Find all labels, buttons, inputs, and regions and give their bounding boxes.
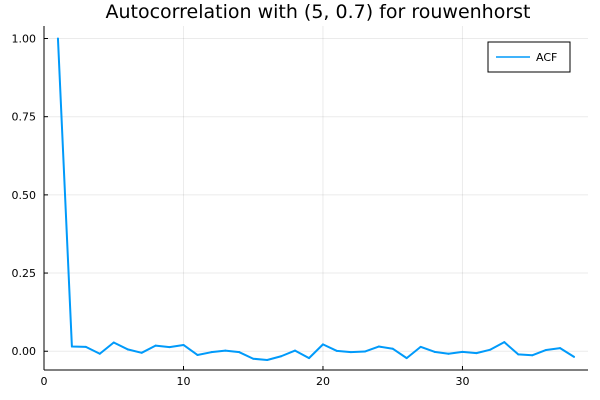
y-tick-label-1: 0.25 bbox=[12, 267, 37, 280]
data-point-0-21 bbox=[349, 351, 352, 354]
data-point-0-10 bbox=[196, 353, 199, 356]
y-tick-label-4: 1.00 bbox=[12, 33, 37, 46]
data-point-0-11 bbox=[210, 351, 213, 354]
series-line-0 bbox=[56, 38, 575, 361]
data-point-0-24 bbox=[391, 347, 394, 350]
data-point-0-33 bbox=[517, 353, 520, 356]
data-point-0-37 bbox=[573, 355, 576, 358]
x-tick-label-1: 10 bbox=[176, 375, 190, 388]
data-point-0-20 bbox=[335, 349, 338, 352]
data-point-0-18 bbox=[308, 357, 311, 360]
data-point-0-16 bbox=[280, 355, 283, 358]
data-point-0-25 bbox=[405, 357, 408, 360]
data-point-0-17 bbox=[294, 349, 297, 352]
data-point-0-31 bbox=[489, 348, 492, 351]
data-point-0-3 bbox=[98, 352, 101, 355]
data-point-0-2 bbox=[84, 345, 87, 348]
data-point-0-0 bbox=[56, 37, 59, 40]
legend-label-acf: ACF bbox=[536, 51, 557, 64]
data-point-0-8 bbox=[168, 346, 171, 349]
data-point-0-7 bbox=[154, 344, 157, 347]
data-point-0-30 bbox=[475, 352, 478, 355]
chart-title: Autocorrelation with (5, 0.7) for rouwen… bbox=[105, 1, 530, 23]
data-point-0-14 bbox=[252, 357, 255, 360]
x-tick-label-2: 20 bbox=[316, 375, 330, 388]
data-point-0-26 bbox=[419, 345, 422, 348]
x-tick-label-0: 0 bbox=[41, 375, 48, 388]
y-tick-label-2: 0.50 bbox=[12, 189, 37, 202]
data-point-0-9 bbox=[182, 343, 185, 346]
data-point-0-15 bbox=[266, 358, 269, 361]
data-point-0-22 bbox=[363, 350, 366, 353]
data-point-0-13 bbox=[238, 351, 241, 354]
data-point-0-5 bbox=[126, 348, 129, 351]
data-point-0-19 bbox=[321, 343, 324, 346]
tick-labels: 0 10 20 30 0.00 0.25 0.50 0.75 1.00 bbox=[12, 33, 470, 388]
data-point-0-36 bbox=[559, 347, 562, 350]
grid-lines bbox=[43, 26, 588, 370]
y-tick-label-3: 0.75 bbox=[12, 111, 37, 124]
x-tick-label-3: 30 bbox=[455, 375, 469, 388]
axes bbox=[43, 26, 588, 371]
data-point-0-4 bbox=[112, 341, 115, 344]
series-layer bbox=[56, 37, 576, 361]
data-point-0-35 bbox=[545, 348, 548, 351]
y-tick-label-0: 0.00 bbox=[12, 345, 37, 358]
data-point-0-34 bbox=[531, 354, 534, 357]
data-point-0-1 bbox=[70, 345, 73, 348]
data-point-0-28 bbox=[447, 352, 450, 355]
data-point-0-12 bbox=[224, 349, 227, 352]
data-point-0-29 bbox=[461, 350, 464, 353]
legend: ACF bbox=[487, 41, 571, 73]
data-point-0-23 bbox=[377, 345, 380, 348]
data-point-0-32 bbox=[503, 341, 506, 344]
data-point-0-27 bbox=[433, 350, 436, 353]
data-point-0-6 bbox=[140, 351, 143, 354]
